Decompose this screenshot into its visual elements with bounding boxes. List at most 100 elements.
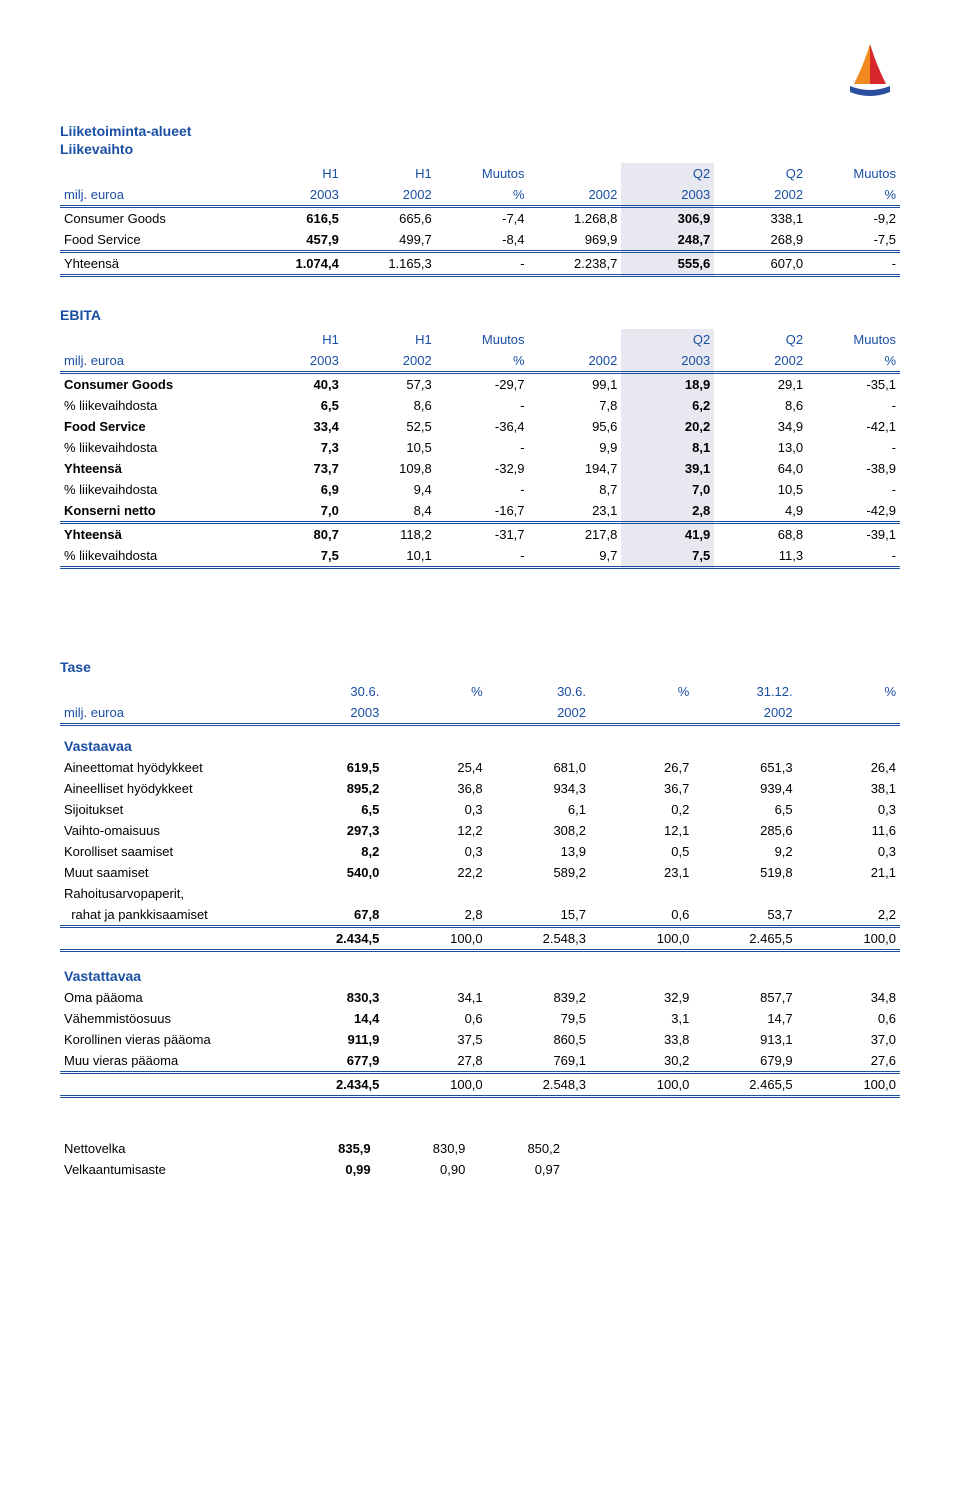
cell: 835,9 (280, 1138, 375, 1159)
cell: 40,3 (250, 373, 343, 396)
table-row: % liikevaihdosta6,99,4-8,77,010,5- (60, 479, 900, 500)
table-row: Sijoitukset6,50,36,10,26,50,3 (60, 799, 900, 820)
cell: 0,3 (383, 799, 486, 820)
cell: 33,4 (250, 416, 343, 437)
cell: 99,1 (529, 373, 622, 396)
vastaavaa-title: Vastaavaa (60, 725, 900, 758)
ebita-title: EBITA (60, 307, 900, 323)
hdr-cell: 2002 (693, 702, 796, 725)
sail-logo-icon (840, 40, 900, 100)
hdr-cell (590, 702, 693, 725)
cell: - (807, 252, 900, 276)
hdr-cell: H1 (250, 329, 343, 350)
cell: 1.268,8 (529, 207, 622, 230)
cell: 2,2 (797, 904, 900, 927)
ebita-table: H1 H1 Muutos Q2 Q2 Muutos milj. euroa 20… (60, 329, 900, 569)
cell: 80,7 (250, 523, 343, 546)
turnover-title: Liikevaihto (60, 141, 900, 157)
table-row: Nettovelka835,9830,9850,2 (60, 1138, 564, 1159)
row-label: Muu vieras pääoma (60, 1050, 280, 1073)
footer-table: Nettovelka835,9830,9850,2Velkaantumisast… (60, 1138, 564, 1180)
cell: 37,0 (797, 1029, 900, 1050)
hdr-cell: H1 (250, 163, 343, 184)
cell: 9,9 (529, 437, 622, 458)
cell: 25,4 (383, 757, 486, 778)
cell: 33,8 (590, 1029, 693, 1050)
cell: -32,9 (436, 458, 529, 479)
cell: 13,0 (714, 437, 807, 458)
row-label: Velkaantumisaste (60, 1159, 280, 1180)
hdr-cell: 2002 (529, 184, 622, 207)
cell: -39,1 (807, 523, 900, 546)
cell: 860,5 (487, 1029, 590, 1050)
cell: 41,9 (621, 523, 714, 546)
hdr-cell: 2002 (529, 350, 622, 373)
cell (797, 883, 900, 904)
cell: 6,1 (487, 799, 590, 820)
cell: 32,9 (590, 987, 693, 1008)
cell: -35,1 (807, 373, 900, 396)
cell: -7,4 (436, 207, 529, 230)
vastattavaa-title: Vastattavaa (60, 951, 900, 988)
cell: 555,6 (621, 252, 714, 276)
cell: -7,5 (807, 229, 900, 252)
cell: 2.548,3 (487, 1073, 590, 1097)
hdr-cell: 2003 (621, 184, 714, 207)
cell: 7,0 (621, 479, 714, 500)
row-label: Vähemmistöosuus (60, 1008, 280, 1029)
cell: 913,1 (693, 1029, 796, 1050)
table-row: Muut saamiset540,022,2589,223,1519,821,1 (60, 862, 900, 883)
cell: 34,8 (797, 987, 900, 1008)
cell: 64,0 (714, 458, 807, 479)
cell: 10,1 (343, 545, 436, 568)
row-label: % liikevaihdosta (60, 437, 250, 458)
row-label: Muut saamiset (60, 862, 280, 883)
hdr-cell: % (807, 350, 900, 373)
hdr-cell: Muutos (436, 163, 529, 184)
cell: 2,8 (621, 500, 714, 523)
cell: 616,5 (250, 207, 343, 230)
cell: 0,99 (280, 1159, 375, 1180)
table-row: Konserni netto7,08,4-16,723,12,84,9-42,9 (60, 500, 900, 523)
cell: 850,2 (469, 1138, 564, 1159)
hdr-cell: 31.12. (693, 681, 796, 702)
row-label: Food Service (60, 416, 250, 437)
total-row: Yhteensä 1.074,4 1.165,3 - 2.238,7 555,6… (60, 252, 900, 276)
table-row: % liikevaihdosta6,58,6-7,86,28,6- (60, 395, 900, 416)
hdr-cell: H1 (343, 163, 436, 184)
cell: 38,1 (797, 778, 900, 799)
table-row: % liikevaihdosta7,510,1-9,77,511,3- (60, 545, 900, 568)
row-label: Korollinen vieras pääoma (60, 1029, 280, 1050)
cell: 100,0 (383, 1073, 486, 1097)
cell: 0,6 (383, 1008, 486, 1029)
table-row: Velkaantumisaste0,990,900,97 (60, 1159, 564, 1180)
cell: 79,5 (487, 1008, 590, 1029)
cell: 22,2 (383, 862, 486, 883)
cell: 37,5 (383, 1029, 486, 1050)
cell: 338,1 (714, 207, 807, 230)
hdr-cell (60, 163, 250, 184)
cell: -38,9 (807, 458, 900, 479)
row-label: Aineettomat hyödykkeet (60, 757, 280, 778)
cell: -8,4 (436, 229, 529, 252)
cell: 519,8 (693, 862, 796, 883)
cell: 268,9 (714, 229, 807, 252)
cell: 0,3 (797, 799, 900, 820)
cell: 0,90 (375, 1159, 470, 1180)
row-label: % liikevaihdosta (60, 479, 250, 500)
cell: 95,6 (529, 416, 622, 437)
cell: 11,3 (714, 545, 807, 568)
hdr-cell: % (590, 681, 693, 702)
cell: -29,7 (436, 373, 529, 396)
table-row: Consumer Goods 616,5 665,6 -7,4 1.268,8 … (60, 207, 900, 230)
cell: 118,2 (343, 523, 436, 546)
row-label (60, 927, 280, 951)
cell: 830,3 (280, 987, 383, 1008)
cell: -9,2 (807, 207, 900, 230)
cell: 14,7 (693, 1008, 796, 1029)
cell: 677,9 (280, 1050, 383, 1073)
cell: 8,2 (280, 841, 383, 862)
cell: 8,6 (714, 395, 807, 416)
cell: 911,9 (280, 1029, 383, 1050)
cell: 0,6 (797, 1008, 900, 1029)
